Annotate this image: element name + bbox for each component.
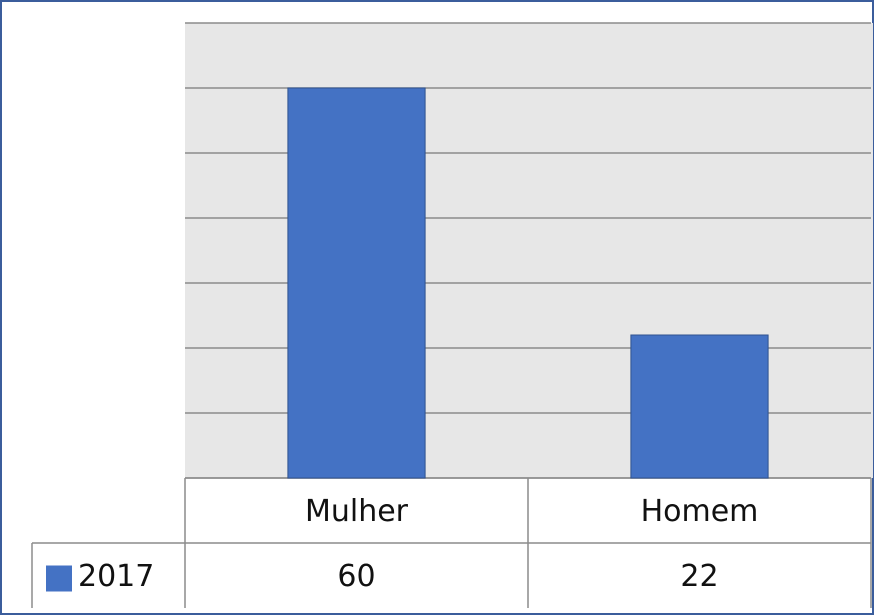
- x-tick-label: Homem: [641, 494, 759, 529]
- legend-label: 2017: [78, 559, 154, 594]
- table-value: 22: [680, 559, 718, 594]
- bar: [287, 87, 426, 479]
- bar: [630, 334, 769, 479]
- x-tick-label: Mulher: [305, 494, 409, 529]
- legend-swatch: [46, 565, 72, 592]
- table-value: 60: [337, 559, 375, 594]
